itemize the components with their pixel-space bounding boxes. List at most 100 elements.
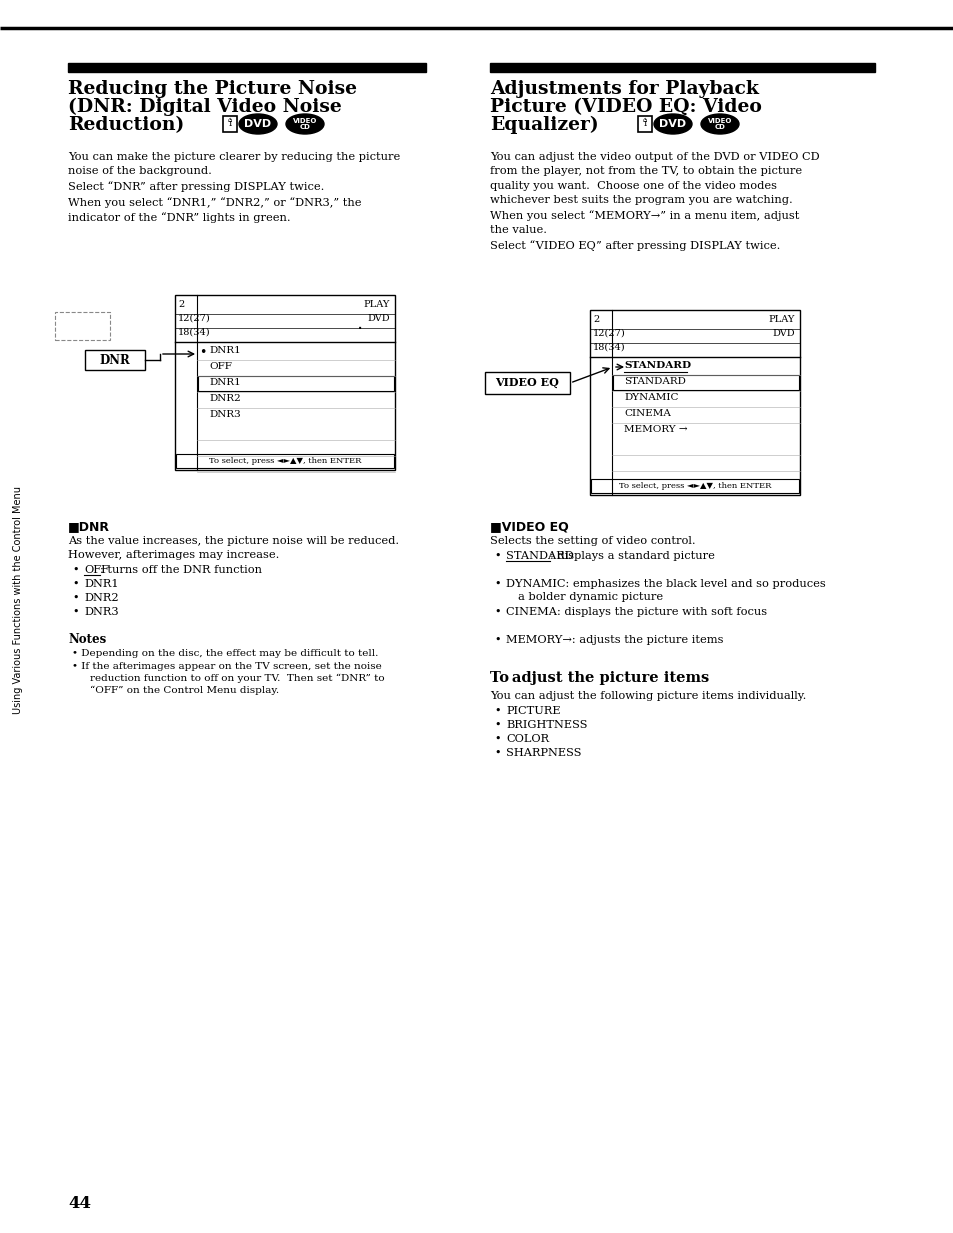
Text: You can adjust the video output of the DVD or VIDEO CD
from the player, not from: You can adjust the video output of the D… bbox=[490, 152, 819, 250]
Text: DVD: DVD bbox=[367, 314, 390, 323]
Text: Picture (VIDEO EQ: Video: Picture (VIDEO EQ: Video bbox=[490, 97, 761, 116]
Text: However, afterimages may increase.: However, afterimages may increase. bbox=[68, 550, 279, 560]
Text: CINEMA: displays the picture with soft focus: CINEMA: displays the picture with soft f… bbox=[505, 607, 766, 616]
Text: COLOR: COLOR bbox=[505, 734, 549, 743]
Text: .: . bbox=[356, 314, 363, 333]
Text: a bolder dynamic picture: a bolder dynamic picture bbox=[517, 592, 662, 602]
Text: BRIGHTNESS: BRIGHTNESS bbox=[505, 720, 587, 730]
Text: Reducing the Picture Noise: Reducing the Picture Noise bbox=[68, 80, 356, 97]
Text: DYNAMIC: DYNAMIC bbox=[623, 393, 678, 402]
Text: reduction function to off on your TV.  Then set “DNR” to: reduction function to off on your TV. Th… bbox=[90, 674, 384, 683]
Text: (DNR: Digital Video Noise: (DNR: Digital Video Noise bbox=[68, 97, 341, 116]
Text: DVD: DVD bbox=[772, 329, 794, 338]
Text: ⌂: ⌂ bbox=[642, 117, 646, 123]
Text: DNR: DNR bbox=[99, 354, 131, 366]
Text: VIDEO EQ: VIDEO EQ bbox=[495, 377, 558, 388]
Text: DNR3: DNR3 bbox=[84, 607, 118, 616]
Bar bbox=[174, 295, 395, 470]
Text: DNR1: DNR1 bbox=[209, 379, 240, 387]
Text: 12(27): 12(27) bbox=[593, 329, 625, 338]
Text: DNR1: DNR1 bbox=[209, 346, 240, 355]
Text: As the value increases, the picture noise will be reduced.: As the value increases, the picture nois… bbox=[68, 536, 398, 546]
Text: •: • bbox=[494, 707, 500, 716]
Bar bbox=[590, 478, 799, 493]
Text: • If the afterimages appear on the TV screen, set the noise: • If the afterimages appear on the TV sc… bbox=[71, 662, 381, 671]
Ellipse shape bbox=[654, 113, 691, 134]
Text: MEMORY →: MEMORY → bbox=[623, 425, 687, 434]
Ellipse shape bbox=[239, 113, 276, 134]
Bar bbox=[484, 372, 569, 395]
Text: STANDARD: STANDARD bbox=[505, 551, 573, 561]
Text: Equalizer): Equalizer) bbox=[490, 116, 598, 134]
Bar bbox=[198, 376, 394, 391]
Text: : turns off the DNR function: : turns off the DNR function bbox=[100, 565, 262, 575]
Text: 12(27): 12(27) bbox=[178, 314, 211, 323]
Text: 44: 44 bbox=[68, 1195, 91, 1212]
Text: DVD: DVD bbox=[659, 120, 686, 129]
Text: 2: 2 bbox=[178, 300, 184, 309]
Text: •: • bbox=[71, 593, 78, 603]
Ellipse shape bbox=[700, 113, 739, 134]
Text: •: • bbox=[494, 720, 500, 730]
Text: •: • bbox=[71, 580, 78, 589]
Text: To adjust the picture items: To adjust the picture items bbox=[490, 671, 708, 686]
Bar bbox=[85, 350, 145, 370]
Text: Adjustments for Playback: Adjustments for Playback bbox=[490, 80, 759, 97]
Text: STANDARD: STANDARD bbox=[623, 361, 690, 370]
Bar bbox=[68, 63, 426, 72]
Bar bbox=[55, 312, 110, 340]
Ellipse shape bbox=[286, 113, 324, 134]
Text: DVD: DVD bbox=[244, 120, 272, 129]
Text: •: • bbox=[71, 565, 78, 575]
Text: PLAY: PLAY bbox=[768, 314, 794, 324]
Text: CINEMA: CINEMA bbox=[623, 409, 670, 418]
Text: 2: 2 bbox=[593, 314, 598, 324]
Text: You can make the picture clearer by reducing the picture
noise of the background: You can make the picture clearer by redu… bbox=[68, 152, 400, 223]
Text: PICTURE: PICTURE bbox=[505, 707, 560, 716]
Text: ■DNR: ■DNR bbox=[68, 520, 110, 533]
Text: DYNAMIC: emphasizes the black level and so produces: DYNAMIC: emphasizes the black level and … bbox=[505, 580, 825, 589]
Text: OFF: OFF bbox=[209, 363, 232, 371]
Text: STANDARD: STANDARD bbox=[623, 377, 685, 386]
Text: •: • bbox=[71, 607, 78, 616]
Text: VIDEO: VIDEO bbox=[293, 118, 316, 125]
Text: ⌂: ⌂ bbox=[228, 117, 232, 123]
Text: To select, press ◄►▲▼, then ENTER: To select, press ◄►▲▼, then ENTER bbox=[209, 457, 361, 465]
Text: Notes: Notes bbox=[68, 633, 106, 646]
Text: ■VIDEO EQ: ■VIDEO EQ bbox=[490, 520, 568, 533]
Text: DNR2: DNR2 bbox=[209, 395, 240, 403]
Text: CD: CD bbox=[299, 125, 310, 129]
Bar bbox=[613, 375, 799, 390]
Text: Reduction): Reduction) bbox=[68, 116, 184, 134]
Text: •: • bbox=[199, 346, 206, 359]
Text: •: • bbox=[494, 580, 500, 589]
Text: Using Various Functions with the Control Menu: Using Various Functions with the Control… bbox=[13, 486, 23, 714]
Text: SHARPNESS: SHARPNESS bbox=[505, 748, 581, 758]
Text: CD: CD bbox=[714, 125, 724, 129]
Text: •: • bbox=[494, 635, 500, 645]
Text: PLAY: PLAY bbox=[363, 300, 390, 309]
Text: •: • bbox=[494, 607, 500, 616]
Bar bbox=[589, 309, 800, 494]
Text: VIDEO: VIDEO bbox=[707, 118, 731, 125]
Text: DNR2: DNR2 bbox=[84, 593, 118, 603]
Text: You can adjust the following picture items individually.: You can adjust the following picture ite… bbox=[490, 690, 805, 702]
Text: i: i bbox=[642, 120, 646, 128]
Text: DNR3: DNR3 bbox=[209, 411, 240, 419]
Text: •: • bbox=[494, 551, 500, 561]
Text: : displays a standard picture: : displays a standard picture bbox=[550, 551, 714, 561]
Text: •: • bbox=[494, 748, 500, 758]
Text: DNR1: DNR1 bbox=[84, 580, 118, 589]
Bar bbox=[223, 116, 236, 132]
Text: “OFF” on the Control Menu display.: “OFF” on the Control Menu display. bbox=[90, 686, 279, 695]
Bar bbox=[175, 454, 394, 469]
Text: To select, press ◄►▲▼, then ENTER: To select, press ◄►▲▼, then ENTER bbox=[618, 482, 770, 490]
Text: •: • bbox=[494, 734, 500, 743]
Text: 18(34): 18(34) bbox=[593, 343, 625, 351]
Text: i: i bbox=[228, 120, 232, 128]
Text: 18(34): 18(34) bbox=[178, 328, 211, 337]
Text: Selects the setting of video control.: Selects the setting of video control. bbox=[490, 536, 695, 546]
Bar bbox=[490, 63, 874, 72]
Text: MEMORY→: adjusts the picture items: MEMORY→: adjusts the picture items bbox=[505, 635, 722, 645]
Text: OFF: OFF bbox=[84, 565, 109, 575]
